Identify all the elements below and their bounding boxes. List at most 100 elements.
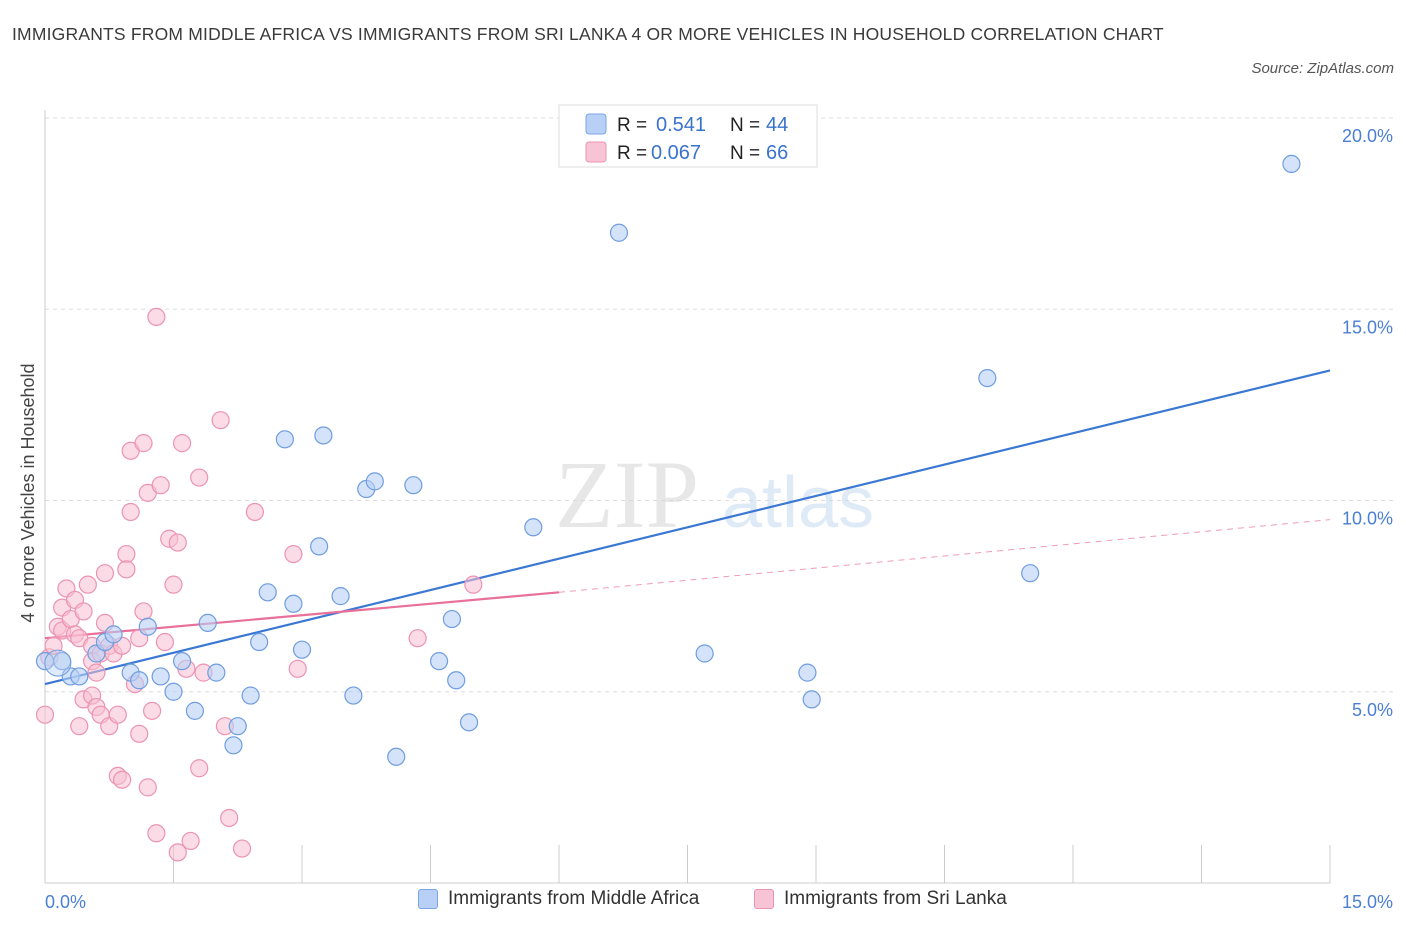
sri-lanka-point: [190, 468, 209, 487]
bottom-legend-swatch-blue: [418, 889, 438, 909]
legend-n-label-2: N =: [730, 143, 760, 164]
bottom-legend-item-middle-africa: Immigrants from Middle Africa: [418, 888, 699, 910]
sri-lanka-trendline-extension: [558, 519, 1331, 593]
legend-swatch-blue: [585, 113, 607, 135]
y-tick-label: 20.0%: [1342, 126, 1393, 146]
middle-africa-point: [331, 587, 350, 606]
sri-lanka-point: [142, 701, 162, 720]
legend-r-label-2: R =: [617, 143, 647, 164]
sri-lanka-point: [138, 778, 157, 797]
top-legend: R = 0.541 N = 44 R = 0.067 N = 66: [558, 104, 818, 168]
sri-lanka-point: [181, 831, 200, 851]
sri-lanka-point: [232, 839, 252, 858]
middle-africa-point: [207, 663, 226, 682]
middle-africa-point: [798, 663, 817, 682]
points-layer: [35, 154, 1301, 862]
middle-africa-point: [284, 594, 303, 613]
middle-africa-point: [241, 686, 260, 705]
middle-africa-point: [459, 713, 479, 732]
sri-lanka-point: [211, 411, 230, 430]
sri-lanka-point: [74, 602, 93, 621]
axes-layer: [44, 110, 1331, 884]
sri-lanka-point: [147, 824, 166, 843]
middle-africa-point: [104, 625, 123, 644]
sri-lanka-point: [130, 724, 149, 743]
legend-n-value-2: 66: [766, 142, 788, 164]
chart-title: IMMIGRANTS FROM MIDDLE AFRICA VS IMMIGRA…: [12, 24, 1164, 44]
middle-africa-trendline: [44, 369, 1331, 686]
x-tick-label-max: 15.0%: [1342, 892, 1393, 912]
middle-africa-point: [310, 537, 329, 556]
sri-lanka-point: [78, 575, 97, 594]
sri-lanka-point: [155, 632, 175, 652]
middle-africa-point: [151, 667, 170, 686]
middle-africa-point: [172, 652, 192, 671]
watermark-atlas: atlas: [722, 463, 874, 543]
y-axis-title: 4 or more Vehicles in Household: [18, 363, 38, 622]
legend-swatch-pink: [585, 141, 607, 163]
middle-africa-point: [130, 671, 149, 690]
middle-africa-point: [365, 472, 384, 491]
middle-africa-point: [224, 736, 243, 755]
middle-africa-point: [185, 701, 205, 720]
sri-lanka-point: [284, 544, 303, 564]
sri-lanka-point: [112, 770, 132, 789]
sri-lanka-point: [121, 502, 140, 522]
sri-lanka-point: [134, 434, 153, 453]
middle-africa-point: [292, 640, 312, 659]
sri-lanka-point: [168, 533, 187, 552]
sri-lanka-point: [288, 659, 307, 678]
labels-layer: 5.0% 10.0% 15.0% 20.0% 0.0% 15.0%: [45, 126, 1393, 912]
middle-africa-point: [404, 476, 423, 495]
middle-africa-point: [387, 747, 406, 766]
middle-africa-point: [1282, 154, 1301, 173]
trend-layer: [44, 369, 1331, 686]
legend-r-value-1: 0.541: [656, 114, 706, 136]
sri-lanka-point: [220, 808, 239, 828]
middle-africa-point: [250, 632, 269, 652]
source-label: Source: ZipAtlas.com: [1251, 60, 1394, 77]
middle-africa-point: [344, 686, 363, 705]
middle-africa-point: [609, 223, 629, 242]
sri-lanka-point: [172, 434, 192, 453]
sri-lanka-point: [464, 575, 483, 594]
watermark-zip: ZIP: [555, 441, 699, 548]
sri-lanka-point: [151, 476, 170, 495]
middle-africa-point: [447, 671, 466, 690]
middle-africa-point: [314, 426, 333, 445]
sri-lanka-trendline: [44, 591, 560, 640]
middle-africa-point: [1021, 564, 1040, 583]
middle-africa-cluster-point: [44, 649, 72, 677]
bottom-legend-label-sri-lanka: Immigrants from Sri Lanka: [784, 888, 1007, 909]
sri-lanka-point: [168, 843, 187, 862]
sri-lanka-point: [35, 705, 55, 724]
middle-africa-point: [70, 667, 89, 686]
legend-r-label-1: R =: [617, 115, 647, 136]
middle-africa-point: [442, 609, 462, 629]
legend-n-value-1: 44: [766, 114, 788, 136]
bottom-legend: Immigrants from Middle Africa Immigrants…: [0, 888, 1406, 916]
bottom-legend-swatch-pink: [754, 889, 774, 909]
y-tick-label: 5.0%: [1352, 700, 1393, 720]
sri-lanka-point: [108, 705, 127, 724]
middle-africa-point: [802, 690, 821, 709]
middle-africa-point: [695, 644, 714, 663]
middle-africa-point: [524, 518, 543, 537]
sri-lanka-point: [245, 502, 264, 522]
y-tick-label: 10.0%: [1342, 509, 1393, 529]
middle-africa-point: [275, 430, 294, 449]
bottom-legend-item-sri-lanka: Immigrants from Sri Lanka: [754, 888, 1007, 910]
sri-lanka-point: [117, 560, 136, 579]
sri-lanka-point: [70, 717, 89, 736]
legend-r-value-2: 0.067: [651, 142, 701, 164]
sri-lanka-point: [95, 564, 115, 583]
middle-africa-point: [198, 613, 217, 633]
middle-africa-point: [164, 682, 183, 701]
middle-africa-point: [258, 583, 277, 602]
middle-africa-point: [228, 717, 247, 736]
sri-lanka-point: [408, 629, 427, 648]
sri-lanka-point: [147, 307, 166, 326]
x-tick-label-min: 0.0%: [45, 892, 86, 912]
y-tick-label: 15.0%: [1342, 317, 1393, 337]
